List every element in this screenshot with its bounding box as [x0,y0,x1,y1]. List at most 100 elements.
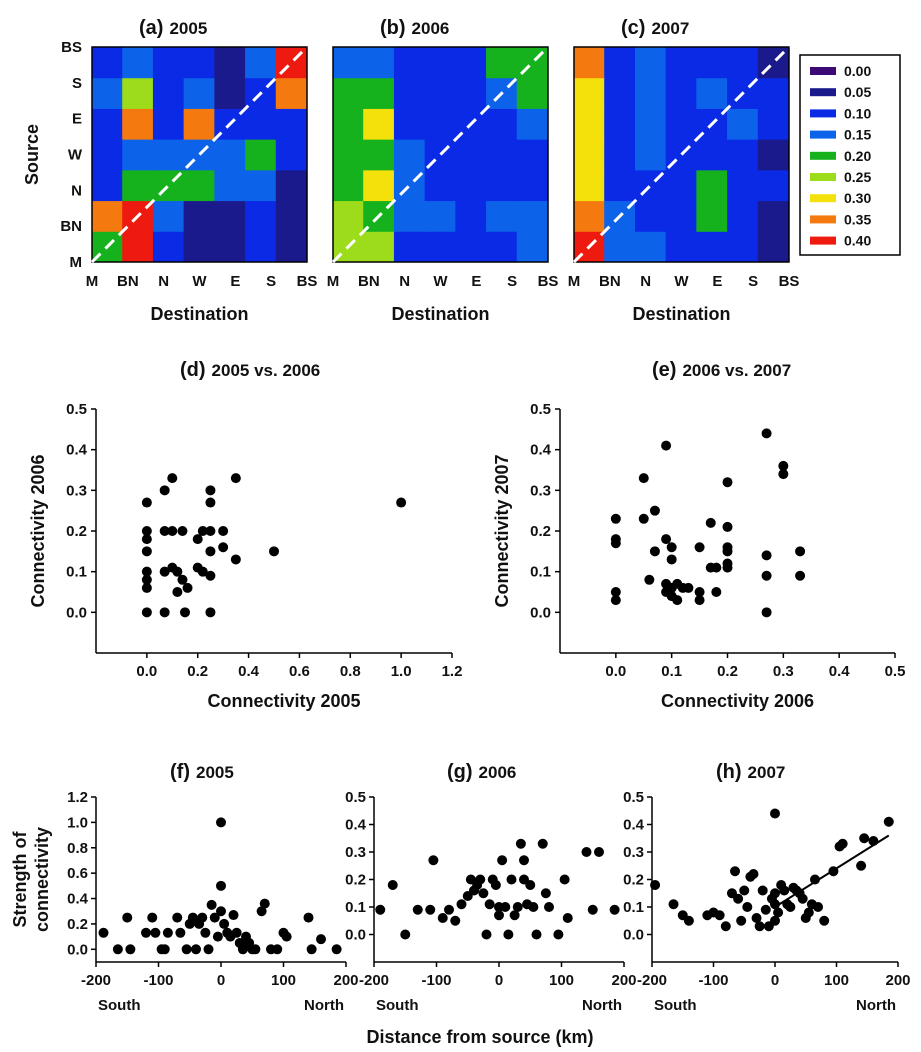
x-axis-label: Connectivity 2005 [207,691,360,711]
heatmap-cell [183,47,216,79]
heatmap-cell [363,169,395,202]
data-point [594,847,604,857]
panel-year: 2005 [169,19,207,38]
data-point [828,866,839,877]
x-tick-label: 0 [217,972,225,989]
data-point [544,902,554,912]
data-point [141,497,152,508]
heatmap-cell [665,107,698,140]
data-point [167,473,178,484]
x-tick-label: 0.2 [187,663,208,680]
legend-label: 0.10 [844,105,871,121]
legend-label: 0.15 [844,127,871,143]
heatmap-cells [92,47,307,262]
y-tick-label: 0.1 [345,899,366,916]
data-point [200,927,211,938]
data-point [883,816,894,827]
plot-frame [332,46,549,263]
y-tick-label: 0.2 [66,523,87,540]
data-point [159,526,170,536]
heatmap-cells [574,47,789,262]
heatmap-cell [92,200,124,232]
data-point [141,526,152,536]
x-tick-label: S [507,273,517,290]
x-tick-label: 0.4 [238,663,260,680]
data-point [512,902,523,912]
data-point [736,915,747,926]
y-tick-label: 0.2 [530,523,551,540]
data-point [205,497,216,508]
heatmap-cell [333,138,365,171]
data-point [216,880,226,891]
heatmap-cell [363,77,395,109]
data-point [638,513,649,524]
x-tick-label: 0.1 [661,663,682,680]
data-point [770,808,780,819]
heatmap-cell [634,77,667,109]
scatter-panel-g: 0.0 0.1 0.2 0.3 0.4 0.5 -200 -100 0 100 200 (g) 2006… [345,761,636,1014]
x-tick-label: 0.3 [773,663,794,680]
x-tick-label: -100 [421,972,451,989]
data-point [553,929,564,940]
data-point [177,526,188,536]
heatmap-cell [152,230,185,262]
heatmap-cell [393,77,426,109]
heatmap-cell [516,138,548,171]
heatmap-cell [424,47,457,79]
y-tick-label: 0.4 [345,817,367,834]
data-point [494,910,504,921]
heatmap-cell [455,138,488,171]
data-point [868,836,879,846]
data-point [256,906,267,917]
heatmap-cell [275,77,307,109]
data-point [770,915,780,926]
y-tick-label: N [71,182,82,199]
data-point [711,587,722,597]
heatmap-cell [333,77,365,109]
legend-label: 0.20 [844,148,871,164]
data-point [481,929,492,940]
data-point [773,907,784,918]
data-point [456,899,467,910]
panel-title: (d) 2005 vs. 2006 [180,359,320,381]
data-point [754,921,765,932]
data-point [182,582,193,593]
heatmap-cell [574,47,606,79]
data-point [770,888,780,899]
x-tick-label: 0 [771,972,779,989]
data-point [216,906,226,917]
data-point [650,880,661,890]
data-point [141,582,152,593]
data-point [172,566,183,577]
data-point [540,888,551,899]
panel-year: 2006 [412,19,450,38]
legend-label: 0.05 [844,84,871,100]
data-point [610,513,621,524]
panel-letter: (c) [621,17,645,39]
data-point [803,907,814,918]
heatmap-cell [122,107,154,140]
heatmap-cell [757,77,789,109]
data-point [785,902,796,912]
x-tick-label: 200 [333,972,358,989]
data-point [400,929,411,940]
heatmap-cell [183,200,216,232]
heatmap-cell [245,138,277,171]
x-tick-label: -200 [359,972,389,989]
data-point [761,550,772,561]
data-point [761,428,772,439]
y-tick-label: 0.1 [66,564,87,581]
y-tick-label: 0.0 [345,927,366,944]
legend-swatch [810,236,836,245]
heatmap-cell [757,107,789,140]
y-tick-label: 0.8 [67,840,88,857]
heatmap-cell [574,200,606,232]
heatmap-cell [757,200,789,232]
data-point [230,554,241,565]
heatmap-cell [455,77,488,109]
data-point [497,855,508,866]
x-tick-label: N [640,273,651,290]
heatmap-cell [727,47,759,79]
y-tick-label: 0.2 [67,916,88,933]
y-axis-label: Connectivity 2006 [28,454,48,607]
